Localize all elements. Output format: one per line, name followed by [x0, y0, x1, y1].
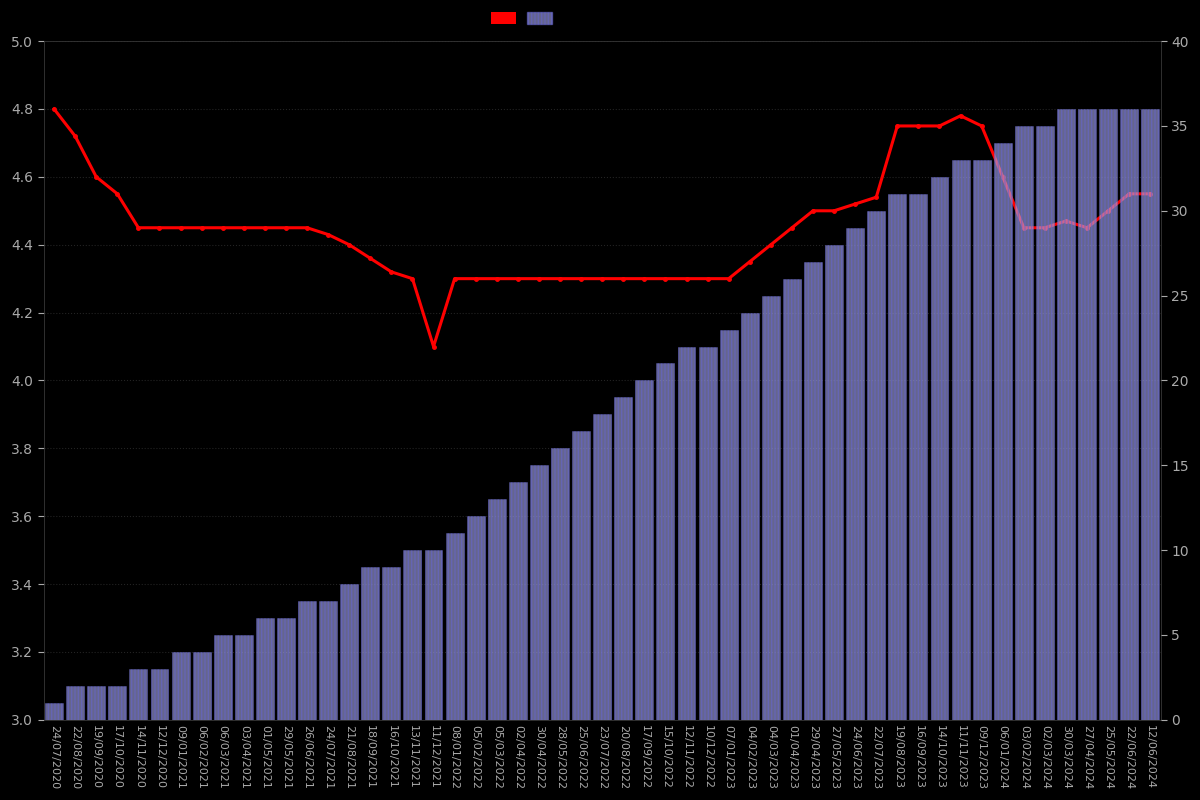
- Bar: [698, 346, 716, 720]
- Bar: [150, 669, 168, 720]
- Bar: [445, 533, 463, 720]
- Bar: [66, 686, 84, 720]
- Bar: [1015, 126, 1033, 720]
- Bar: [910, 194, 928, 720]
- Bar: [172, 652, 190, 720]
- Bar: [572, 431, 590, 720]
- Legend: , : ,: [487, 7, 560, 30]
- Bar: [425, 550, 443, 720]
- Bar: [952, 160, 970, 720]
- Bar: [930, 177, 948, 720]
- Bar: [804, 262, 822, 720]
- Bar: [108, 686, 126, 720]
- Bar: [383, 567, 401, 720]
- Bar: [720, 330, 738, 720]
- Bar: [277, 618, 295, 720]
- Bar: [361, 567, 379, 720]
- Bar: [782, 278, 800, 720]
- Bar: [214, 635, 232, 720]
- Bar: [256, 618, 274, 720]
- Bar: [846, 228, 864, 720]
- Bar: [678, 346, 696, 720]
- Bar: [488, 499, 505, 720]
- Bar: [826, 245, 844, 720]
- Bar: [635, 381, 653, 720]
- Bar: [614, 398, 632, 720]
- Bar: [868, 210, 886, 720]
- Bar: [973, 160, 991, 720]
- Bar: [403, 550, 421, 720]
- Bar: [130, 669, 148, 720]
- Bar: [1036, 126, 1054, 720]
- Bar: [888, 194, 906, 720]
- Bar: [298, 601, 316, 720]
- Bar: [193, 652, 210, 720]
- Bar: [1057, 109, 1075, 720]
- Bar: [530, 466, 548, 720]
- Bar: [740, 313, 758, 720]
- Bar: [1141, 109, 1159, 720]
- Bar: [467, 516, 485, 720]
- Bar: [509, 482, 527, 720]
- Bar: [994, 143, 1012, 720]
- Bar: [46, 703, 64, 720]
- Bar: [656, 363, 674, 720]
- Bar: [1078, 109, 1096, 720]
- Bar: [235, 635, 253, 720]
- Bar: [319, 601, 337, 720]
- Bar: [593, 414, 611, 720]
- Bar: [88, 686, 106, 720]
- Bar: [341, 584, 358, 720]
- Bar: [551, 448, 569, 720]
- Bar: [1121, 109, 1138, 720]
- Bar: [1099, 109, 1117, 720]
- Bar: [762, 296, 780, 720]
